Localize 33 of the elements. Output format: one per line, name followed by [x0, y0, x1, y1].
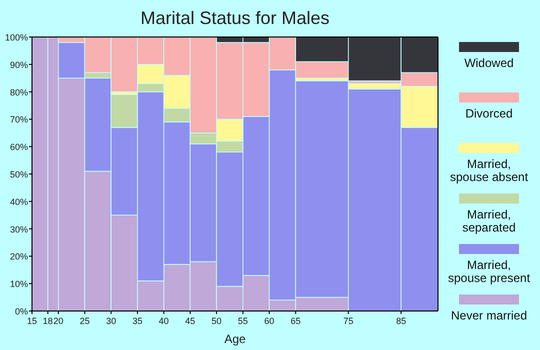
- x-tick-label: 35: [132, 316, 142, 326]
- y-tick-label: 100%: [4, 32, 28, 42]
- y-tick-label: 90%: [10, 60, 28, 70]
- x-tick-label: 50: [212, 316, 222, 326]
- y-tick-label: 20%: [10, 252, 28, 262]
- legend-label: Divorced: [465, 106, 513, 120]
- x-tick-label: 75: [343, 316, 354, 326]
- y-tick-label: 40%: [10, 196, 28, 207]
- x-tick-label: 55: [238, 316, 248, 326]
- x-tick-label: 15: [26, 316, 38, 326]
- legend-label: Married, separated: [462, 208, 516, 234]
- y-tick-label: 10%: [10, 279, 28, 290]
- legend-label: Never married: [450, 308, 528, 322]
- x-tick-label: 25: [80, 316, 90, 326]
- chart-title: Marital Status for Males: [140, 8, 330, 28]
- y-tick-label: 50%: [10, 170, 28, 180]
- y-tick-label: 0%: [14, 306, 28, 316]
- series-label: Married, spouse present: [448, 258, 531, 285]
- x-tick-label: 30: [106, 316, 116, 326]
- x-tick-label: 45: [185, 316, 196, 326]
- legend-label: Married, spouse absent: [450, 157, 529, 184]
- x-tick-label: 40: [158, 316, 169, 326]
- x-tick-label: 60: [264, 316, 274, 326]
- x-tick-label: 65: [290, 316, 301, 326]
- y-tick-label: 70%: [10, 114, 28, 125]
- y-tick-label: 60%: [10, 142, 28, 152]
- y-tick-label: 80%: [10, 87, 28, 98]
- y-tick-label: 30%: [10, 224, 28, 234]
- x-tick-label: 18: [42, 316, 53, 326]
- x-tick-label: 20: [53, 316, 64, 326]
- x-tick-label: 85: [396, 316, 406, 326]
- legend-label: Widowed: [464, 56, 514, 70]
- x-axis-title: Age: [224, 332, 246, 346]
